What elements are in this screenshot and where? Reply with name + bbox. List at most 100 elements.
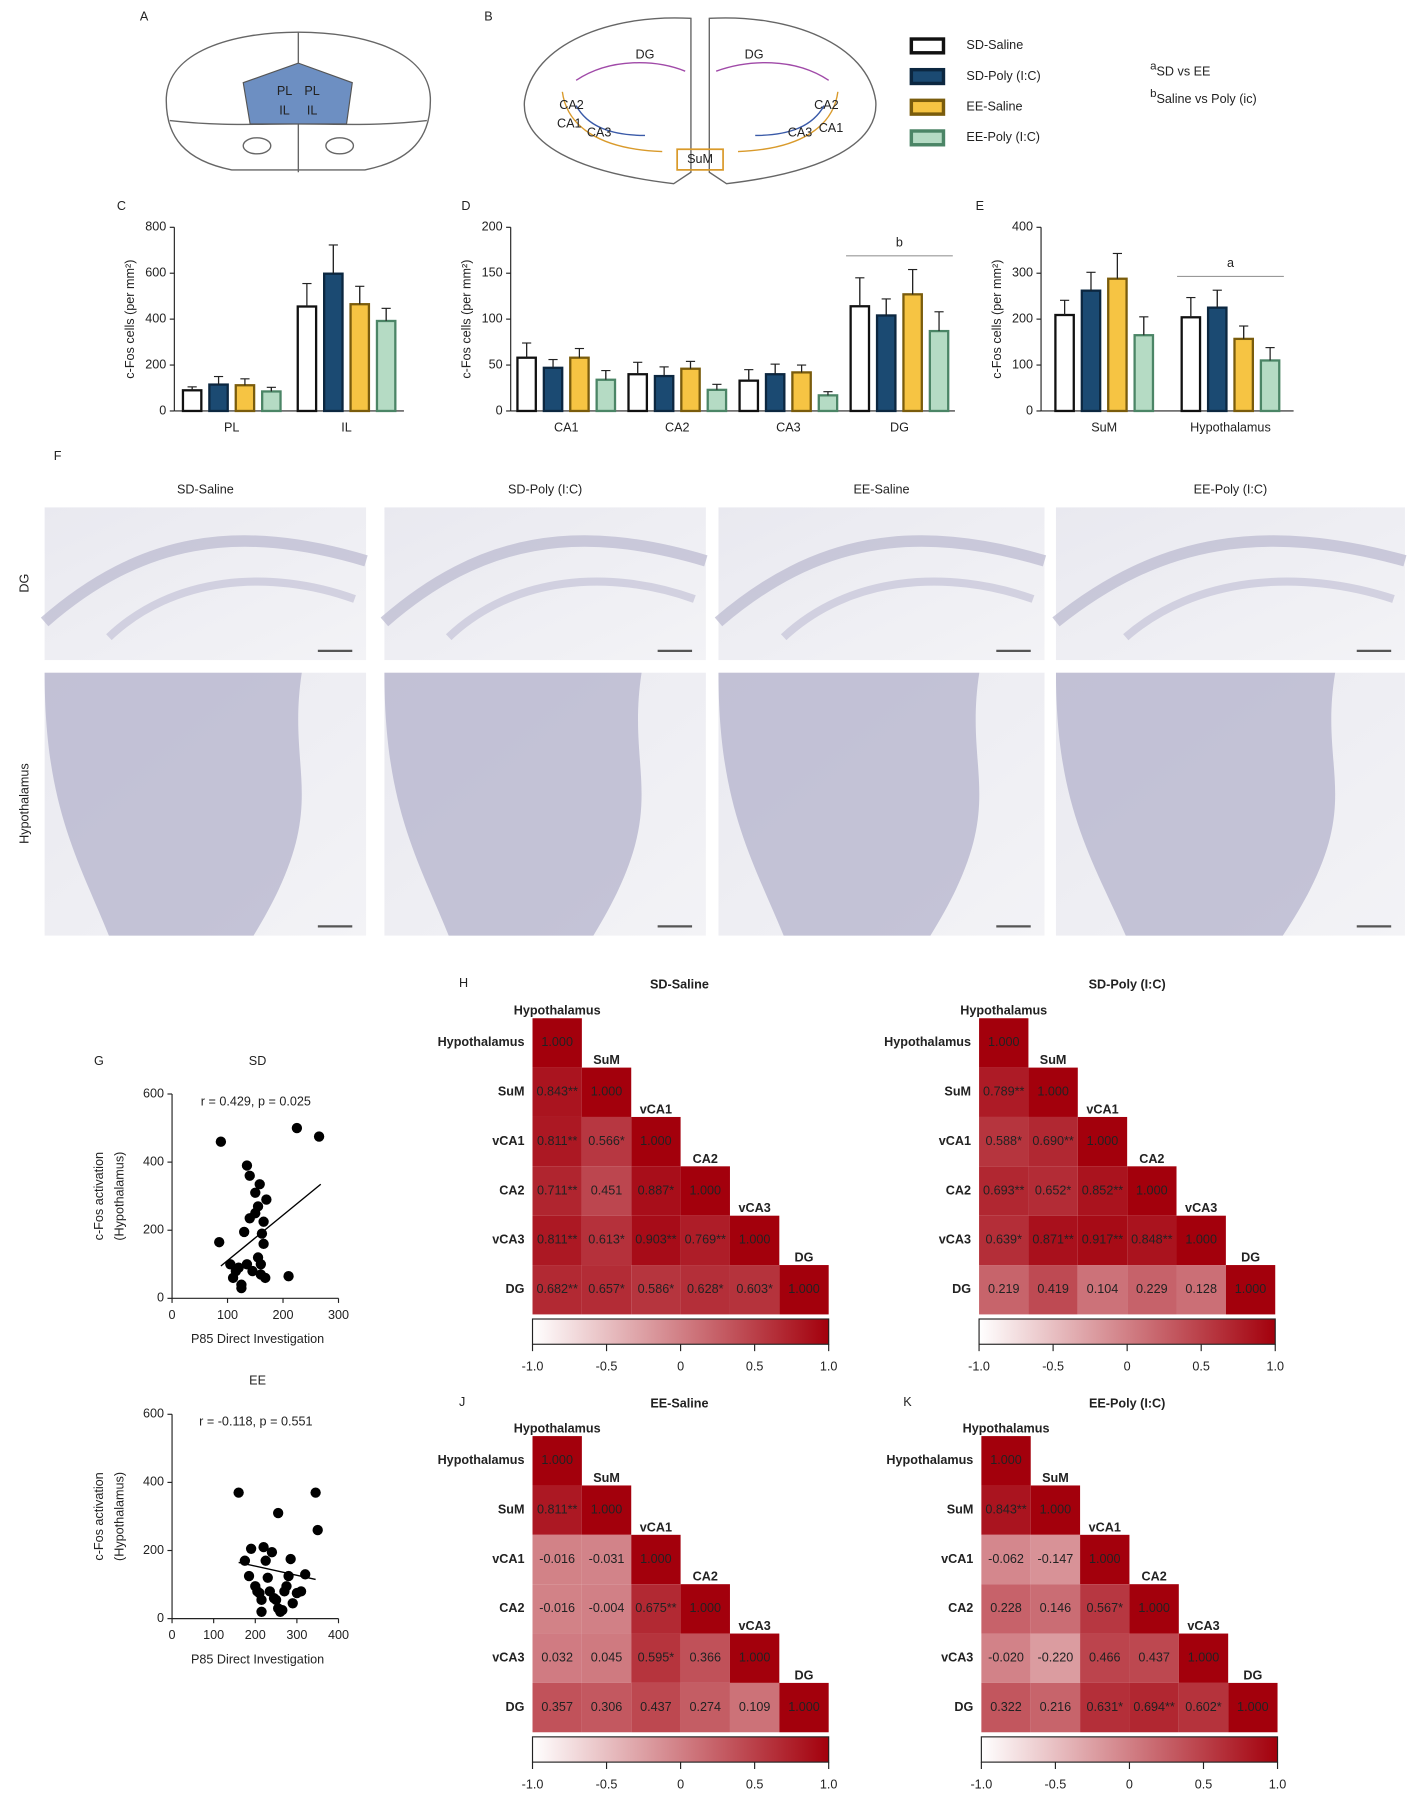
colorbar-tick-label: -1.0 xyxy=(522,1777,544,1791)
point xyxy=(233,1262,244,1273)
cell-label: 1.000 xyxy=(1138,1601,1170,1615)
region-label: DG xyxy=(745,47,764,61)
y-tick-label: 400 xyxy=(143,1475,164,1489)
column-label: SuM xyxy=(593,1471,620,1485)
heatmap-cell xyxy=(680,1584,730,1634)
colorbar-tick-label: 0.5 xyxy=(746,1777,764,1791)
column-label: Hypothalamus xyxy=(960,1004,1047,1018)
cell-label: 1.000 xyxy=(640,1134,672,1148)
heatmap-cell xyxy=(532,1166,582,1216)
panel-label: K xyxy=(903,1395,912,1409)
column-label: Hypothalamus xyxy=(514,1004,601,1018)
ventricle xyxy=(325,137,355,155)
heatmap-cell xyxy=(532,1534,582,1585)
heatmap-cell xyxy=(532,1485,582,1535)
cell-label: 0.917** xyxy=(1082,1233,1123,1247)
heatmap-cell xyxy=(981,1584,1031,1634)
panel-label: G xyxy=(94,1054,104,1068)
heatmap-cell xyxy=(581,1534,632,1585)
cell-label: 1.000 xyxy=(990,1453,1022,1467)
cell-label: 0.682** xyxy=(537,1282,578,1296)
heatmap-cell xyxy=(581,1116,632,1167)
heatmap-cell xyxy=(981,1485,1031,1535)
heatmap-cell xyxy=(981,1633,1031,1683)
stat-annotation: r = 0.429, p = 0.025 xyxy=(201,1094,311,1108)
colorbar-tick-label: 1.0 xyxy=(1266,1360,1284,1374)
cell-label: 0.811** xyxy=(537,1134,578,1148)
legend-swatch xyxy=(909,129,946,147)
y-tick-label: 600 xyxy=(143,1086,164,1100)
heatmap-cell xyxy=(779,1682,829,1733)
chart-title: SD xyxy=(249,1054,267,1068)
x-tick-label: 200 xyxy=(272,1308,293,1322)
cell-label: -0.004 xyxy=(589,1601,625,1615)
cell-label: 1.000 xyxy=(591,1085,623,1099)
heatmap-cell xyxy=(729,1265,780,1315)
y-tick-label: 600 xyxy=(145,266,166,280)
column-label: CA2 xyxy=(693,1152,718,1166)
heatmap-cell xyxy=(680,1682,730,1733)
region-label: IL xyxy=(279,104,290,118)
row-label: SuM xyxy=(498,1085,525,1099)
column-label: vCA3 xyxy=(1187,1619,1219,1633)
cell-label: 0.109 xyxy=(739,1700,771,1714)
cell-label: 0.628* xyxy=(687,1282,724,1296)
column-label: CA2 xyxy=(693,1570,718,1584)
heatmap-cell xyxy=(1028,1166,1078,1216)
cell-label: -0.220 xyxy=(1038,1651,1074,1665)
tissue-region xyxy=(718,672,980,936)
y-tick-label: 200 xyxy=(1012,311,1033,325)
legend-label: SD-Poly (I:C) xyxy=(966,69,1040,83)
y-axis-label: c-Fos cells (per mm²) xyxy=(990,260,1004,379)
heatmap-cell xyxy=(1225,1265,1276,1315)
cell-label: 0.843** xyxy=(985,1502,1026,1516)
micrograph-title: SD-Poly (I:C) xyxy=(508,483,582,497)
heatmap-cell xyxy=(581,1067,632,1117)
point xyxy=(270,1594,282,1606)
heatmap-cell xyxy=(532,1265,582,1315)
tissue-region xyxy=(1055,672,1336,936)
colorbar-tick-label: 0.5 xyxy=(746,1360,764,1374)
colorbar-tick-label: -0.5 xyxy=(596,1360,618,1374)
cell-label: 1.000 xyxy=(541,1035,573,1049)
cell-label: 0.811** xyxy=(537,1233,578,1247)
cell-label: -0.016 xyxy=(539,1552,575,1566)
cell-label: 1.000 xyxy=(1037,1085,1069,1099)
cell-label: 1.000 xyxy=(1136,1183,1168,1197)
row-label: DG xyxy=(954,1700,973,1714)
heatmap-cell xyxy=(532,1018,582,1068)
heatmap-cell xyxy=(532,1584,582,1634)
heatmap-cell xyxy=(631,1682,681,1733)
region-label: CA1 xyxy=(557,116,582,130)
y-tick-label: 0 xyxy=(157,1611,164,1625)
bar xyxy=(1233,337,1255,413)
heatmap-cell xyxy=(1178,1633,1229,1683)
cell-label: 0.322 xyxy=(990,1700,1022,1714)
row-label: vCA3 xyxy=(939,1233,971,1247)
micrograph-title: EE-Saline xyxy=(853,483,909,497)
x-tick-label: Hypothalamus xyxy=(1190,421,1271,435)
ca3-arc xyxy=(575,105,646,137)
panel-label: F xyxy=(54,449,62,463)
column-label: vCA1 xyxy=(640,1102,672,1116)
bar xyxy=(516,356,537,413)
footnote-text: SD vs EE xyxy=(1157,65,1211,79)
bar xyxy=(738,379,760,413)
heatmap-cell xyxy=(680,1265,730,1315)
x-tick-label: 100 xyxy=(203,1628,224,1642)
heatmap-cell xyxy=(581,1682,632,1733)
point xyxy=(258,1216,269,1227)
chart-title: EE-Poly (I:C) xyxy=(1089,1396,1165,1410)
column-label: DG xyxy=(1243,1668,1262,1682)
cell-label: 1.000 xyxy=(1185,1233,1217,1247)
column-label: SuM xyxy=(1040,1053,1067,1067)
point xyxy=(291,1122,303,1134)
x-tick-label: DG xyxy=(890,421,909,435)
heatmap-cell xyxy=(1080,1584,1130,1634)
heatmap-cell xyxy=(729,1215,780,1266)
heatmap-cell xyxy=(979,1116,1029,1167)
heatmap-cell xyxy=(1077,1116,1128,1167)
y-tick-label: 200 xyxy=(145,357,166,371)
bar xyxy=(1206,306,1228,413)
